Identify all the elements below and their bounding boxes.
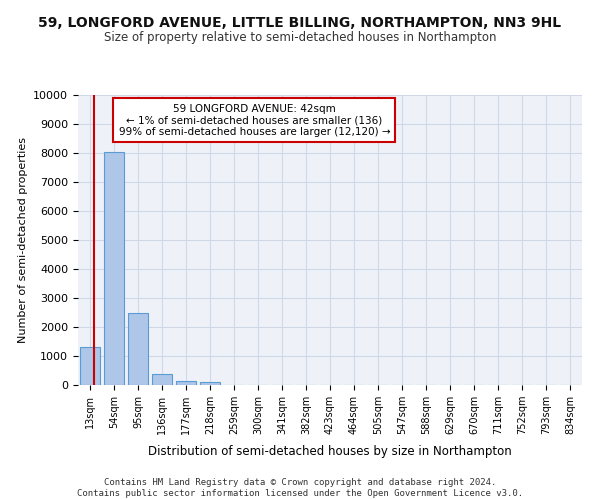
- Text: Contains HM Land Registry data © Crown copyright and database right 2024.
Contai: Contains HM Land Registry data © Crown c…: [77, 478, 523, 498]
- Bar: [128, 312, 148, 385]
- Text: 59 LONGFORD AVENUE: 42sqm
← 1% of semi-detached houses are smaller (136)
99% of : 59 LONGFORD AVENUE: 42sqm ← 1% of semi-d…: [119, 104, 390, 137]
- Text: 59, LONGFORD AVENUE, LITTLE BILLING, NORTHAMPTON, NN3 9HL: 59, LONGFORD AVENUE, LITTLE BILLING, NOR…: [38, 16, 562, 30]
- Bar: [200, 382, 220, 385]
- Bar: [152, 374, 172, 385]
- Text: Size of property relative to semi-detached houses in Northampton: Size of property relative to semi-detach…: [104, 31, 496, 44]
- X-axis label: Distribution of semi-detached houses by size in Northampton: Distribution of semi-detached houses by …: [148, 446, 512, 458]
- Y-axis label: Number of semi-detached properties: Number of semi-detached properties: [18, 137, 28, 343]
- Bar: [176, 381, 196, 385]
- Bar: [104, 152, 124, 385]
- Bar: [80, 348, 100, 385]
